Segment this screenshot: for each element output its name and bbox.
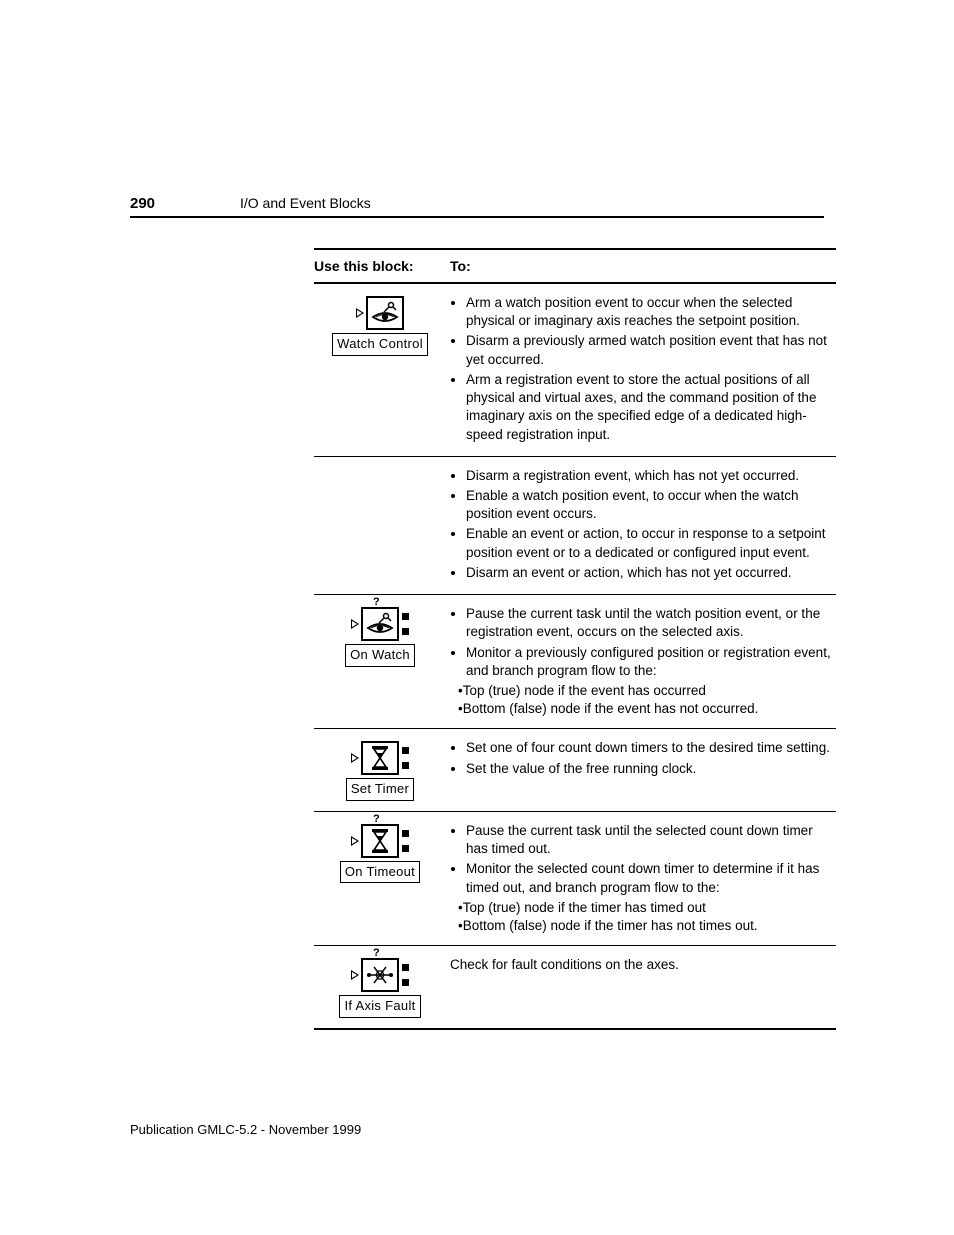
sub-item: •Top (true) node if the timer has timed … [450,899,832,917]
page-header: 290 I/O and Event Blocks [130,195,824,218]
page-number: 290 [130,195,240,212]
table-row: Disarm a registration event, which has n… [314,456,836,594]
list-item: Disarm a registration event, which has n… [466,467,832,485]
table-row: Set Timer Set one of four count down time… [314,729,836,812]
list-item: Disarm a previously armed watch position… [466,332,832,368]
bullet-list: Arm a watch position event to occur when… [450,294,832,444]
block-label: Set Timer [346,778,414,801]
description-cell: Check for fault conditions on the axes. [450,946,836,1029]
block-cell: Set Timer [314,729,450,812]
list-item: Enable an event or action, to occur in r… [466,525,832,561]
block-figure: ?On Timeout [340,824,420,884]
table-row: ?On Timeout Pause the current task until … [314,811,836,945]
input-node-icon [351,619,359,629]
col-header-to: To: [450,249,836,283]
list-item: Arm a watch position event to occur when… [466,294,832,330]
sub-item: •Bottom (false) node if the event has no… [450,700,832,718]
list-item: Set the value of the free running clock. [466,760,832,778]
block-figure: ?On Watch [345,607,415,667]
eye-icon [366,296,404,330]
block-cell: ?If Axis Fault [314,946,450,1029]
block-label: Watch Control [332,333,428,356]
block-cell [314,456,450,594]
description-cell: Set one of four count down timers to the… [450,729,836,812]
list-item: Set one of four count down timers to the… [466,739,832,757]
axis-icon [361,958,399,992]
description-cell: Pause the current task until the watch p… [450,595,836,729]
eye-icon [361,607,399,641]
block-label: On Watch [345,644,415,667]
description-cell: Disarm a registration event, which has n… [450,456,836,594]
list-item: Enable a watch position event, to occur … [466,487,832,523]
input-node-icon [351,836,359,846]
block-figure: Watch Control [332,296,428,356]
block-cell: ?On Timeout [314,811,450,945]
block-label: On Timeout [340,861,420,884]
table-row: ?On Watch Pause the current task until th… [314,595,836,729]
block-figure: Set Timer [346,741,414,801]
block-label: If Axis Fault [339,995,420,1018]
description-cell: Pause the current task until the selecte… [450,811,836,945]
table-row: ?If Axis Fault Check for fault conditions… [314,946,836,1029]
bullet-list: Pause the current task until the selecte… [450,822,832,897]
col-header-block: Use this block: [314,249,450,283]
input-node-icon [351,753,359,763]
list-item: Arm a registration event to store the ac… [466,371,832,444]
list-item: Pause the current task until the selecte… [466,822,832,858]
section-title: I/O and Event Blocks [240,195,371,211]
description-cell: Arm a watch position event to occur when… [450,283,836,456]
input-node-icon [351,970,359,980]
description-text: Check for fault conditions on the axes. [450,956,832,974]
list-item: Monitor a previously configured position… [466,644,832,680]
bullet-list: Pause the current task until the watch p… [450,605,832,680]
block-figure: ?If Axis Fault [339,958,420,1018]
block-cell: Watch Control [314,283,450,456]
sub-item: •Bottom (false) node if the timer has no… [450,917,832,935]
sub-item: •Top (true) node if the event has occurr… [450,682,832,700]
list-item: Disarm an event or action, which has not… [466,564,832,582]
hourglass-icon [361,824,399,858]
input-node-icon [356,308,364,318]
publication-footer: Publication GMLC-5.2 - November 1999 [130,1122,361,1137]
bullet-list: Set one of four count down timers to the… [450,739,832,777]
block-cell: ?On Watch [314,595,450,729]
list-item: Pause the current task until the watch p… [466,605,832,641]
hourglass-icon [361,741,399,775]
list-item: Monitor the selected count down timer to… [466,860,832,896]
blocks-table: Use this block: To: Watch Control Arm a w… [314,248,836,1030]
bullet-list: Disarm a registration event, which has n… [450,467,832,582]
table-row: Watch Control Arm a watch position event … [314,283,836,456]
